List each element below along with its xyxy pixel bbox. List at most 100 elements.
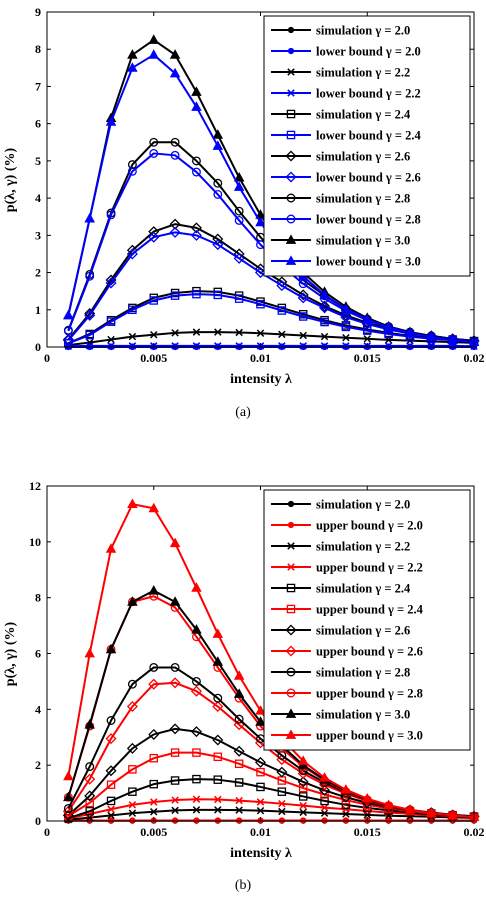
- data-point: [254, 756, 267, 768]
- data-point: [128, 801, 137, 809]
- data-point: [84, 719, 95, 729]
- chart-b-caption: (b): [235, 878, 252, 893]
- legend-marker: [285, 255, 297, 265]
- legend-item: lower bound γ = 2.8: [271, 213, 421, 227]
- chart-a-ticks: 0 0.005 0.01 0.015 0.02 0 1 2 3 4 5 6 7 8 9: [35, 5, 485, 365]
- data-point: [297, 776, 309, 788]
- data-point: [150, 798, 158, 806]
- data-point: [148, 49, 159, 59]
- x-tick-label: 0.02: [464, 351, 485, 365]
- data-point: [234, 294, 244, 303]
- data-point: [298, 792, 308, 801]
- series-12: [63, 498, 480, 821]
- y-tick-label: 2: [35, 758, 41, 772]
- legend-marker: [285, 171, 297, 183]
- data-point: [212, 656, 224, 666]
- legend-label: lower bound γ = 3.0: [316, 255, 421, 269]
- data-point: [106, 796, 116, 806]
- y-tick-label: 8: [35, 42, 41, 56]
- data-point: [127, 49, 138, 59]
- data-point: [149, 148, 159, 158]
- data-point: [149, 663, 159, 672]
- legend-marker: [287, 89, 295, 97]
- legend-item: simulation γ = 3.0: [271, 234, 410, 248]
- chart-a: 0 0.005 0.01 0.015 0.02 0 1 2 3 4 5 6 7 8 9 intensity …: [3, 5, 485, 420]
- data-point: [169, 677, 181, 689]
- x-tick-label: 0.01: [250, 351, 271, 365]
- chart-b-legend-box: [263, 489, 471, 751]
- chart-a-legend-items: simulation γ = 2.0 lower bound γ = 2.0 sim…: [271, 24, 422, 269]
- data-point: [105, 116, 117, 126]
- legend-marker: [287, 521, 295, 529]
- legend-item: lower bound γ = 3.0: [271, 255, 421, 269]
- data-point: [235, 806, 243, 814]
- data-point: [63, 309, 74, 320]
- legend-label: simulation γ = 2.4: [316, 582, 411, 596]
- data-point: [297, 289, 309, 301]
- data-point: [107, 817, 115, 824]
- data-point: [342, 333, 350, 342]
- series-6: [64, 748, 479, 821]
- data-point: [128, 342, 137, 350]
- data-point: [235, 328, 243, 337]
- legend-item: simulation γ = 2.6: [271, 624, 410, 638]
- data-point: [170, 776, 180, 785]
- data-point: [191, 582, 202, 592]
- data-point: [362, 793, 373, 803]
- data-point: [383, 321, 394, 332]
- data-point: [63, 770, 74, 781]
- y-tick-label: 9: [35, 5, 41, 19]
- data-point: [212, 734, 224, 746]
- data-point: [129, 817, 136, 824]
- data-point: [171, 796, 179, 804]
- data-point: [105, 733, 117, 745]
- legend-label: simulation γ = 2.2: [316, 540, 410, 554]
- data-point: [62, 809, 74, 821]
- y-tick-label: 5: [35, 154, 41, 168]
- data-point: [234, 759, 244, 769]
- data-point: [321, 817, 328, 824]
- data-point: [340, 784, 352, 794]
- y-tick-label: 4: [35, 191, 41, 205]
- legend-marker: [287, 68, 295, 76]
- data-point: [299, 342, 307, 350]
- legend-label: upper bound γ = 2.4: [316, 603, 424, 617]
- data-point: [384, 342, 393, 350]
- data-point: [276, 766, 288, 778]
- legend-label: upper bound γ = 3.0: [316, 729, 423, 743]
- data-point: [233, 745, 245, 757]
- legend-label: simulation γ = 2.8: [316, 192, 410, 206]
- y-tick-label: 10: [29, 535, 41, 549]
- data-point: [105, 643, 117, 654]
- legend-marker: [286, 130, 296, 140]
- data-point: [127, 596, 138, 606]
- data-point: [299, 808, 307, 817]
- data-point: [127, 160, 137, 170]
- legend-item: simulation γ = 3.0: [271, 708, 410, 722]
- data-point: [255, 216, 266, 227]
- data-point: [406, 817, 414, 824]
- legend-label: lower bound γ = 2.8: [316, 213, 421, 227]
- data-point: [128, 809, 137, 817]
- legend-label: simulation γ = 2.2: [316, 66, 410, 80]
- data-point: [63, 791, 74, 802]
- legend-item: lower bound γ = 2.4: [271, 129, 422, 143]
- legend-item: lower bound γ = 2.6: [271, 171, 421, 185]
- data-point: [363, 335, 371, 343]
- data-point: [85, 342, 94, 350]
- data-point: [342, 817, 349, 824]
- chart-b-legend-items: simulation γ = 2.0 upper bound γ = 2.0 sim…: [271, 498, 424, 743]
- data-point: [190, 222, 202, 234]
- legend-marker: [287, 542, 295, 550]
- data-point: [169, 596, 181, 606]
- data-point: [233, 172, 245, 182]
- data-point: [214, 328, 222, 336]
- data-point: [148, 231, 160, 243]
- data-point: [319, 302, 331, 314]
- legend-label: upper bound γ = 2.8: [316, 687, 423, 701]
- data-point: [256, 806, 265, 815]
- data-point: [127, 498, 138, 509]
- data-point: [191, 101, 202, 111]
- data-point: [235, 796, 243, 805]
